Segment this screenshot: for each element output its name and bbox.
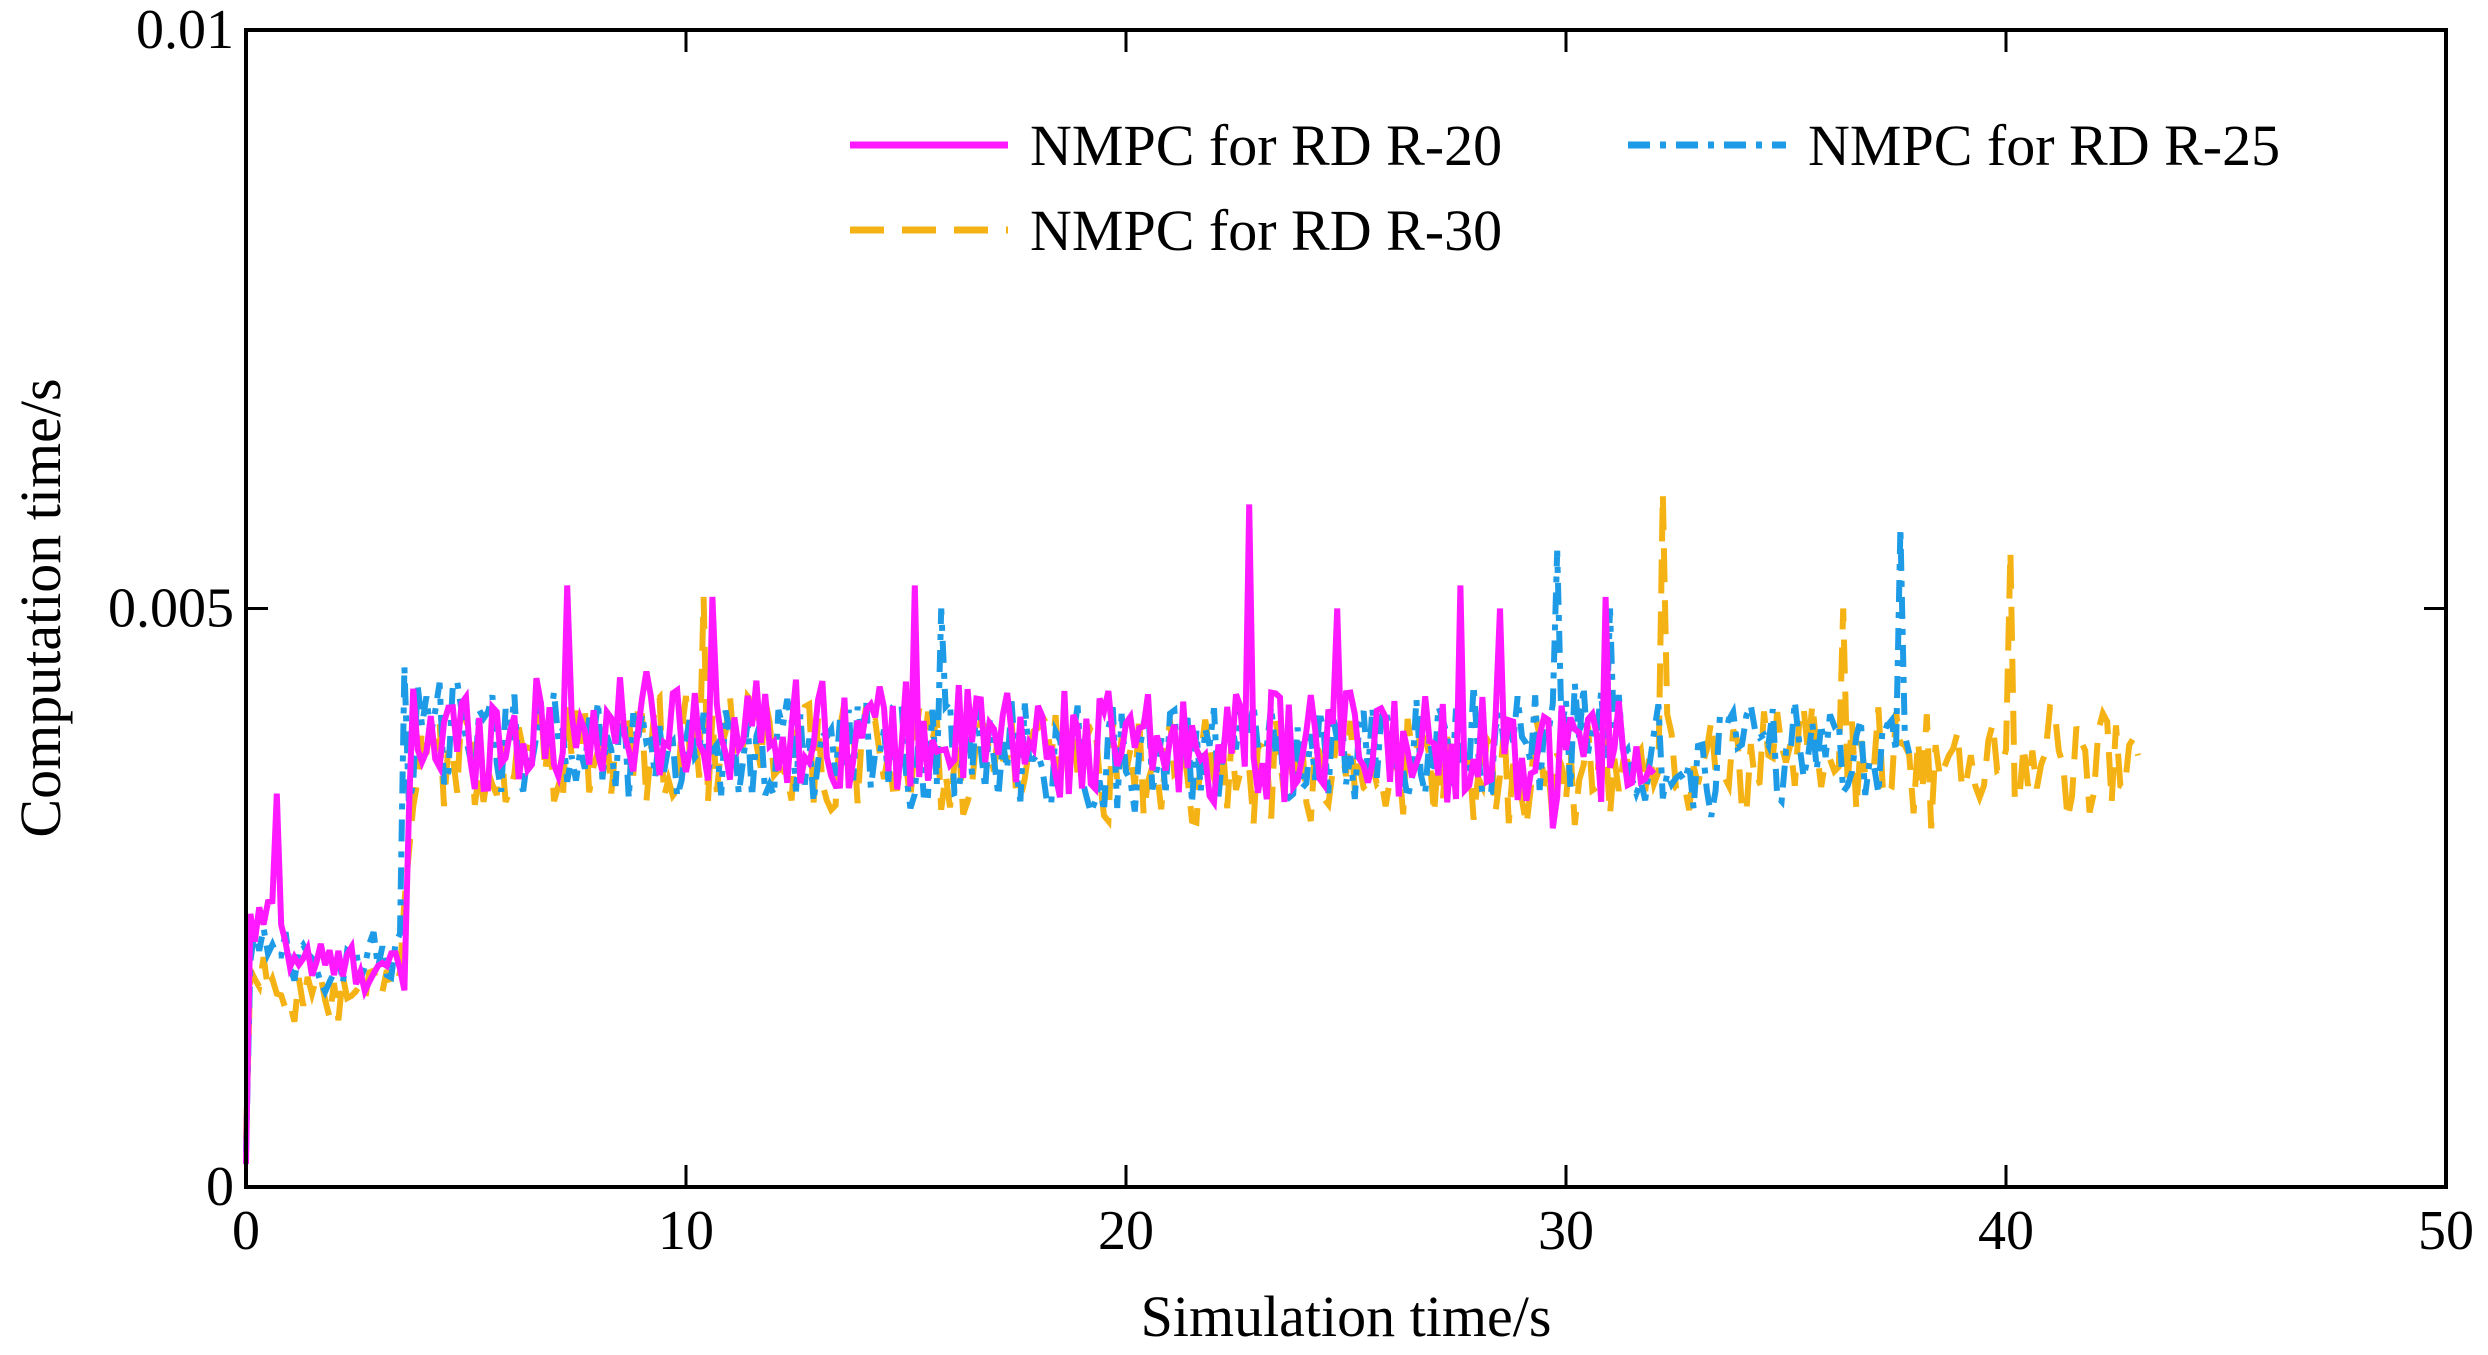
ticks-layer: 0 10 20 30 40 50 0 0.005 0.01 bbox=[108, 0, 2474, 1262]
series-layer bbox=[243, 492, 2141, 1164]
y-tick-label: 0.005 bbox=[108, 578, 234, 640]
x-axis-title: Simulation time/s bbox=[1141, 1284, 1552, 1349]
x-tick-label: 40 bbox=[1978, 1200, 2034, 1262]
legend: NMPC for RD R-20 NMPC for RD R-25 NMPC f… bbox=[820, 95, 2380, 285]
y-tick-label: 0.01 bbox=[136, 0, 234, 61]
legend-box bbox=[820, 95, 2380, 285]
y-tick-label: 0 bbox=[206, 1156, 234, 1218]
y-axis-title: Computation time/s bbox=[8, 378, 73, 837]
legend-label-r25: NMPC for RD R-25 bbox=[1808, 113, 2280, 178]
series-line-nmpc-for-rd-r-20 bbox=[243, 504, 1657, 1164]
x-tick-label: 30 bbox=[1538, 1200, 1594, 1262]
legend-label-r20: NMPC for RD R-20 bbox=[1030, 113, 1502, 178]
x-tick-label: 0 bbox=[232, 1200, 260, 1262]
x-tick-label: 50 bbox=[2418, 1200, 2474, 1262]
x-tick-label: 20 bbox=[1098, 1200, 1154, 1262]
legend-label-r30: NMPC for RD R-30 bbox=[1030, 198, 1502, 263]
series-line-nmpc-for-rd-r-30 bbox=[243, 492, 2141, 1141]
x-tick-label: 10 bbox=[658, 1200, 714, 1262]
